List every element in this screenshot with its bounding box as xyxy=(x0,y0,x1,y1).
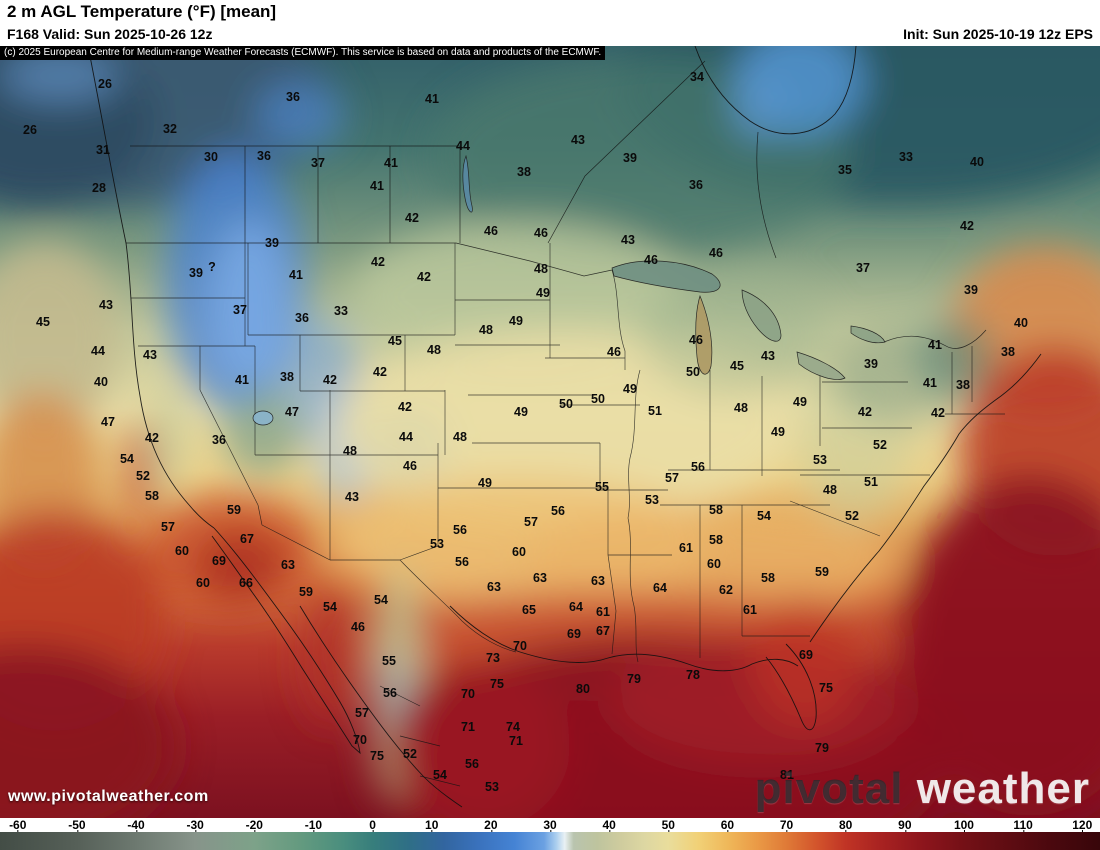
brand-word-pivotal: pivotal xyxy=(754,764,904,813)
colorbar-tick-label: -50 xyxy=(68,818,86,833)
state-borders xyxy=(131,243,1005,787)
colorbar-tick-label: 30 xyxy=(543,818,557,833)
header: 2 m AGL Temperature (°F) [mean] F168 Val… xyxy=(0,0,1100,46)
website-watermark: www.pivotalweather.com xyxy=(8,788,209,805)
colorbar-tick-label: -20 xyxy=(245,818,263,833)
colorbar-tick-label: 100 xyxy=(953,818,974,833)
colorbar-tick-label: -40 xyxy=(127,818,145,833)
colorbar-ticks: -60 -50 -40 -30 -20 -10 0 10 20 30 40 50 60 70 80 90 100… xyxy=(0,818,1100,833)
lakes xyxy=(252,154,886,426)
colorbar-tick-label: 110 xyxy=(1013,818,1033,833)
copyright-bar: (c) 2025 European Centre for Medium-rang… xyxy=(0,46,606,60)
colorbar-tick-label: 10 xyxy=(425,818,439,833)
colorbar-gradient xyxy=(0,832,1100,850)
page-title: 2 m AGL Temperature (°F) [mean] xyxy=(7,2,277,21)
brand-word-weather: weather xyxy=(916,764,1090,813)
init-time-label: Init: Sun 2025-10-19 12z EPS xyxy=(903,26,1093,42)
colorbar-tick-label: 80 xyxy=(839,818,853,833)
map-area: (c) 2025 European Centre for Medium-rang… xyxy=(0,46,1100,818)
colorbar-tick-label: 50 xyxy=(661,818,675,833)
colorbar-tick-label: -30 xyxy=(186,818,204,833)
coastlines xyxy=(87,46,1042,808)
country-province-borders xyxy=(126,60,987,349)
colorbar-tick-label: -60 xyxy=(9,818,27,833)
colorbar: -60 -50 -40 -30 -20 -10 0 10 20 30 40 50 60 70 80 90 100… xyxy=(0,818,1100,850)
brand-watermark: pivotal weather xyxy=(755,764,1090,814)
colorbar-tick-label: 60 xyxy=(720,818,735,833)
colorbar-tick-label: 70 xyxy=(779,818,794,833)
colorbar-tick-label: 90 xyxy=(898,818,912,833)
colorbar-tick-label: 120 xyxy=(1072,818,1093,833)
colorbar-tick-label: -10 xyxy=(304,818,323,833)
colorbar-tick-label: 20 xyxy=(484,818,498,833)
temperature-map-svg xyxy=(0,46,1100,818)
valid-time-label: F168 Valid: Sun 2025-10-26 12z xyxy=(7,26,213,42)
colorbar-tick-label: 40 xyxy=(602,818,616,833)
colorbar-tick-label: 0 xyxy=(369,818,376,833)
temperature-field-shading xyxy=(0,46,1100,818)
